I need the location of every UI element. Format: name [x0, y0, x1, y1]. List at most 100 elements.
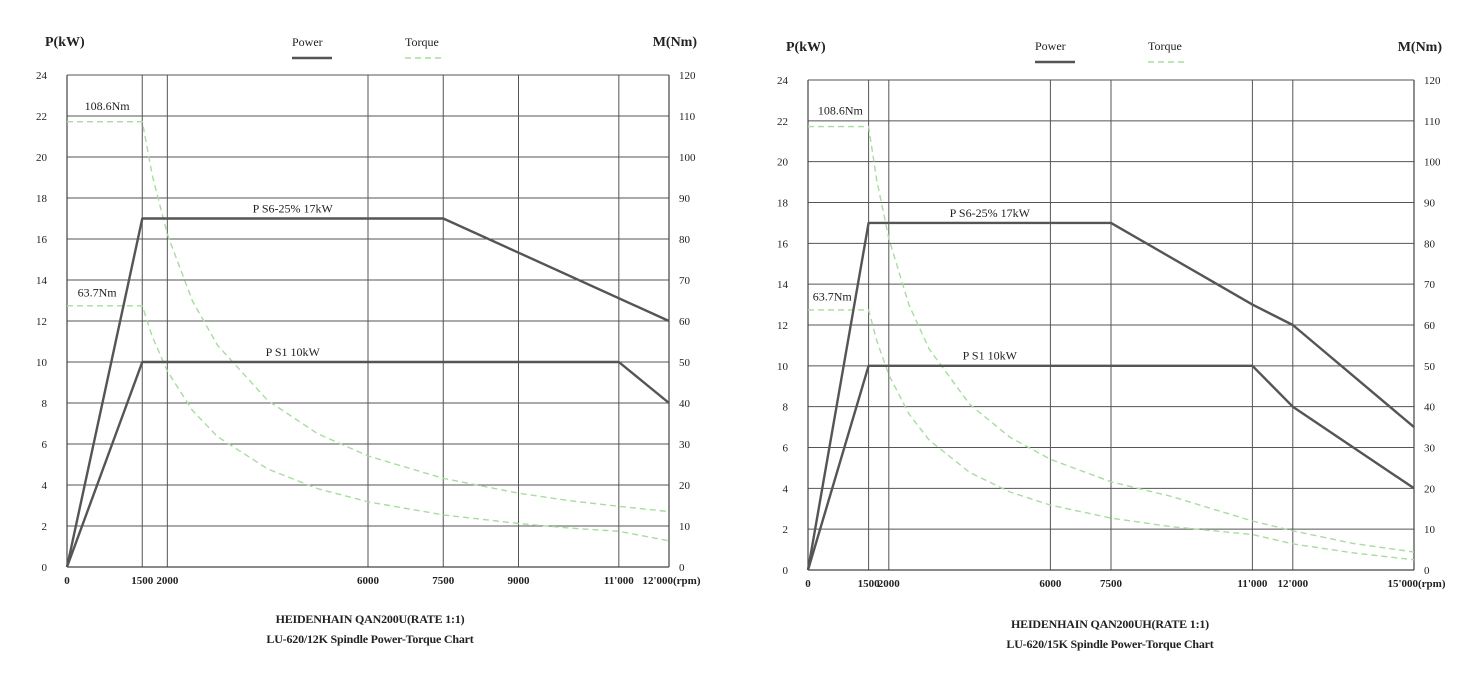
y-left-tick-label: 2: [783, 524, 789, 536]
y-right-tick-label: 60: [679, 316, 691, 328]
data-annotation-label: P S1 10kW: [963, 349, 1018, 363]
y-left-tick-label: 12: [36, 316, 47, 328]
y-left-tick-label: 22: [777, 116, 788, 128]
power-series-line: [65, 360, 670, 568]
y-right-tick-label: 20: [679, 480, 691, 492]
legend-label-torque: Torque: [1148, 39, 1182, 53]
y-left-tick-label: 4: [42, 480, 48, 492]
y-left-tick-label: 0: [42, 562, 48, 574]
chart-panel-left: 0 2 4 6 8 10 12 14 16 18 20 22 24 0 10 20 30 40 50 60 70 80 90…: [36, 35, 701, 646]
legend-label-power: Power: [292, 35, 323, 49]
chart-subtitle: LU-620/15K Spindle Power-Torque Chart: [1006, 637, 1214, 651]
y-left-tick-label: 20: [36, 152, 48, 164]
x-tick-label: 7500: [432, 575, 455, 587]
y-right-tick-label: 0: [1424, 565, 1430, 577]
chart-title: HEIDENHAIN QAN200UH(RATE 1:1): [1011, 617, 1209, 631]
y-right-tick-label: 10: [679, 521, 691, 533]
data-annotation-label: 63.7Nm: [78, 285, 118, 299]
power-series-line: [806, 364, 1415, 571]
y-right-tick-label: 50: [1424, 361, 1436, 373]
x-tick-label: 2000: [878, 578, 901, 590]
y-left-tick-label: 22: [36, 111, 47, 123]
y-right-tick-label: 90: [679, 193, 691, 205]
x-unit-label: (rpm): [673, 575, 701, 587]
y-left-tick-label: 6: [783, 443, 789, 455]
y-left-tick-label: 8: [42, 398, 48, 410]
x-tick-label: 2000: [156, 575, 179, 587]
y-right-tick-label: 60: [1424, 320, 1436, 332]
y-left-tick-label: 10: [36, 357, 48, 369]
y-left-tick-label: 18: [777, 198, 789, 210]
x-unit-label: (rpm): [1418, 578, 1446, 590]
y-right-tick-label: 120: [679, 70, 696, 82]
x-tick-label: 11'000: [604, 575, 634, 587]
data-annotation-label: P S1 10kW: [266, 345, 321, 359]
y-right-tick-label: 80: [679, 234, 691, 246]
y-left-tick-label: 20: [777, 157, 789, 169]
torque-series-line: [808, 309, 1415, 561]
x-tick-label: 6000: [1039, 578, 1062, 590]
torque-series-line: [67, 120, 670, 513]
x-tick-label: 11'000: [1237, 578, 1267, 590]
legend-label-torque: Torque: [405, 35, 439, 49]
y-right-tick-label: 120: [1424, 75, 1441, 87]
y-right-tick-label: 50: [679, 357, 691, 369]
data-annotation-label: 108.6Nm: [818, 104, 864, 118]
y-right-tick-label: 70: [1424, 279, 1436, 291]
x-tick-label: 12'000: [1278, 578, 1309, 590]
y-left-tick-label: 2: [42, 521, 48, 533]
y-left-tick-label: 16: [777, 238, 789, 250]
x-tick-label: 9000: [508, 575, 531, 587]
y-right-tick-label: 90: [1424, 198, 1436, 210]
y-left-tick-label: 24: [36, 70, 48, 82]
x-tick-label: 6000: [357, 575, 380, 587]
y-right-tick-label: 110: [679, 111, 696, 123]
power-series-line: [806, 221, 1415, 571]
data-annotation-label: P S6-25% 17kW: [253, 201, 334, 215]
y-left-tick-label: 24: [777, 75, 789, 87]
power-torque-chart-right: 0246810121416182022240102030405060708090…: [777, 39, 1446, 590]
y-right-axis-title: M(Nm): [653, 35, 698, 50]
torque-series-line: [67, 305, 670, 542]
chart-panel-right: 0 2 4 6 8 10 12 14 16 18 20 22 24 0 10 20 30 40 50 60 70 80 90…: [740, 0, 1479, 698]
y-right-tick-label: 110: [1424, 116, 1441, 128]
y-left-tick-label: 14: [777, 279, 789, 291]
y-left-tick-label: 6: [42, 439, 48, 451]
y-right-tick-label: 10: [1424, 524, 1436, 536]
y-right-tick-label: 40: [1424, 402, 1436, 414]
y-right-tick-label: 100: [1424, 157, 1441, 169]
data-annotation-label: 108.6Nm: [85, 99, 131, 113]
x-tick-label: 15'000: [1387, 578, 1418, 590]
y-right-tick-label: 30: [679, 439, 691, 451]
y-right-tick-label: 100: [679, 152, 696, 164]
power-series-line: [65, 217, 670, 568]
y-left-tick-label: 14: [36, 275, 48, 287]
y-right-tick-label: 30: [1424, 443, 1436, 455]
y-left-tick-label: 16: [36, 234, 48, 246]
data-annotation-label: P S6-25% 17kW: [950, 206, 1031, 220]
x-tick-label: 0: [64, 575, 70, 587]
y-left-tick-label: 12: [777, 320, 788, 332]
legend-label-power: Power: [1035, 39, 1066, 53]
torque-series-line: [808, 125, 1415, 553]
x-tick-label: 7500: [1100, 578, 1123, 590]
y-right-tick-label: 0: [679, 562, 685, 574]
y-left-axis-title: P(kW): [786, 40, 826, 55]
y-left-axis-title: P(kW): [45, 35, 85, 50]
y-right-tick-label: 40: [679, 398, 691, 410]
x-tick-label: 12'000: [642, 575, 673, 587]
y-left-tick-label: 18: [36, 193, 48, 205]
y-right-tick-label: 80: [1424, 238, 1436, 250]
x-tick-label: 0: [805, 578, 811, 590]
y-left-tick-label: 8: [783, 402, 789, 414]
chart-title: HEIDENHAIN QAN200U(RATE 1:1): [275, 612, 465, 626]
chart-subtitle: LU-620/12K Spindle Power-Torque Chart: [266, 632, 474, 646]
x-tick-label: 1500: [858, 578, 881, 590]
y-right-axis-title: M(Nm): [1398, 40, 1443, 55]
y-left-tick-label: 0: [783, 565, 789, 577]
power-torque-chart-left: 0246810121416182022240102030405060708090…: [36, 35, 701, 587]
data-annotation-label: 63.7Nm: [813, 290, 853, 304]
y-left-tick-label: 4: [783, 483, 789, 495]
y-right-tick-label: 70: [679, 275, 691, 287]
x-tick-label: 1500: [131, 575, 154, 587]
